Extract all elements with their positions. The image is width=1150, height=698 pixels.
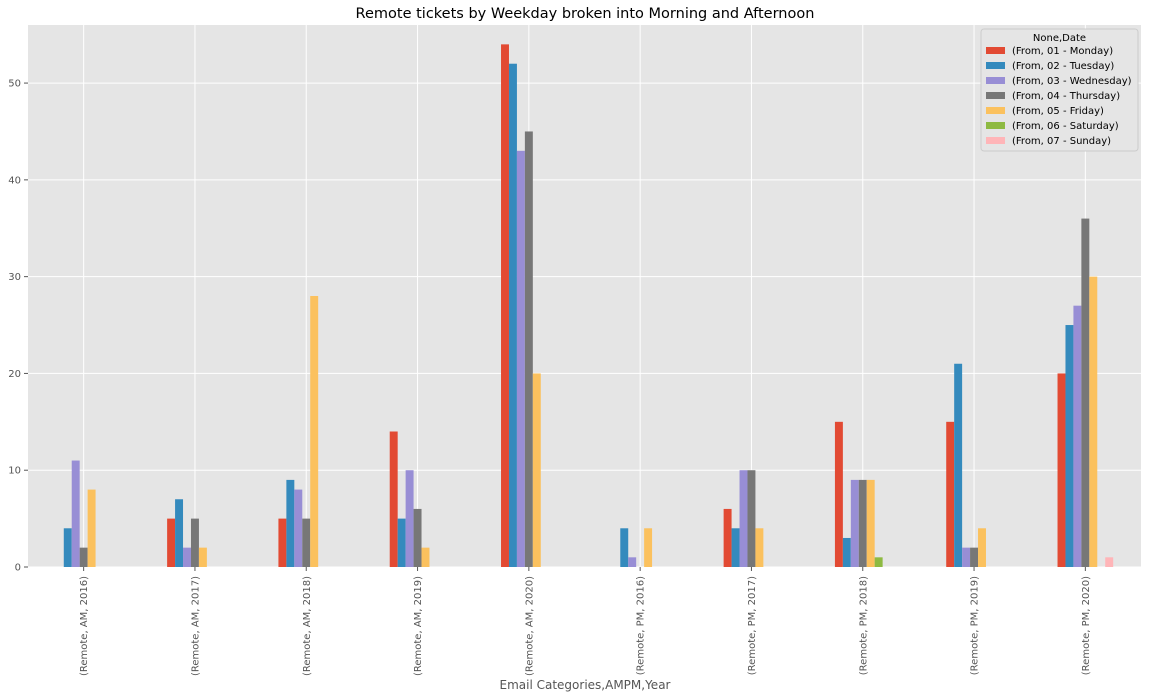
bar — [405, 470, 414, 567]
bar — [294, 489, 303, 567]
x-tick-label: (Remote, PM, 2017) — [747, 576, 758, 675]
legend-swatch — [986, 122, 1005, 129]
bar — [834, 421, 843, 567]
x-tick-label: (Remote, AM, 2019) — [413, 576, 424, 676]
bar — [397, 518, 406, 567]
bar — [1073, 305, 1082, 567]
x-tick-label: (Remote, PM, 2020) — [1081, 576, 1092, 675]
bar — [63, 528, 72, 567]
plot-area: 0 10 20 30 40 50 (Remote, AM, 2016) (Remote, AM… — [8, 25, 1141, 676]
legend-label: (From, 07 - Sunday) — [1012, 136, 1111, 147]
chart-title: Remote tickets by Weekday broken into Mo… — [356, 6, 815, 22]
bar — [183, 547, 191, 567]
y-tick-label: 30 — [8, 272, 21, 283]
bar — [516, 150, 525, 568]
bar — [962, 547, 971, 567]
bar — [421, 547, 430, 567]
bar — [620, 528, 629, 567]
legend-swatch — [986, 47, 1005, 54]
bar — [302, 518, 311, 567]
bar — [866, 479, 875, 567]
x-tick-label: (Remote, AM, 2016) — [79, 576, 90, 676]
x-tick-label: (Remote, AM, 2017) — [190, 576, 201, 676]
legend-label: (From, 02 - Tuesday) — [1012, 61, 1114, 72]
y-tick-label: 20 — [8, 369, 21, 380]
legend-frame — [980, 28, 1139, 152]
x-tick-label: (Remote, PM, 2016) — [636, 576, 647, 675]
x-tick-label: (Remote, PM, 2019) — [970, 576, 981, 675]
bar — [978, 528, 986, 567]
y-tick-label: 10 — [8, 466, 21, 477]
bar — [198, 547, 207, 567]
bar — [628, 557, 637, 567]
legend: None,Date (From, 01 - Monday) (From, 02 - … — [980, 28, 1139, 152]
bar — [842, 537, 851, 567]
bar — [508, 63, 517, 567]
x-tick-label: (Remote, PM, 2018) — [858, 576, 869, 675]
bar — [413, 508, 422, 567]
bar — [167, 518, 176, 567]
bar — [946, 421, 955, 567]
y-tick-label: 40 — [8, 175, 21, 186]
legend-title: None,Date — [1033, 33, 1086, 44]
legend-label: (From, 04 - Thursday) — [1012, 91, 1120, 102]
bar — [644, 528, 653, 567]
bar — [739, 470, 748, 567]
bar — [79, 547, 88, 567]
bar — [1105, 557, 1114, 567]
legend-swatch — [986, 107, 1005, 114]
bar — [1089, 276, 1098, 567]
bar — [747, 470, 756, 567]
legend-swatch — [986, 62, 1005, 69]
bar — [1065, 325, 1074, 567]
x-tick-label: (Remote, AM, 2018) — [302, 576, 313, 676]
legend-swatch — [986, 77, 1005, 84]
bar — [524, 131, 533, 567]
legend-swatch — [986, 92, 1005, 99]
bar — [532, 373, 541, 567]
bar — [1057, 373, 1066, 567]
bar — [850, 479, 859, 567]
x-tick-label: (Remote, AM, 2020) — [524, 576, 535, 676]
y-tick-label: 0 — [15, 563, 21, 574]
y-tick-label: 50 — [8, 79, 21, 90]
x-axis-label: Email Categories,AMPM,Year — [500, 678, 671, 692]
bar — [501, 44, 509, 568]
legend-swatch — [986, 137, 1005, 144]
legend-label: (From, 06 - Saturday) — [1012, 121, 1119, 132]
bar — [389, 431, 398, 567]
bar — [970, 547, 979, 567]
bar — [858, 479, 867, 567]
bar — [278, 518, 287, 567]
legend-label: (From, 05 - Friday) — [1012, 106, 1104, 117]
bar — [1081, 218, 1090, 568]
bar — [190, 518, 199, 567]
bar — [731, 528, 740, 567]
bar — [286, 479, 295, 567]
bar — [723, 508, 732, 567]
bar — [874, 557, 883, 567]
legend-label: (From, 01 - Monday) — [1012, 46, 1113, 57]
bar — [954, 363, 963, 567]
bar — [87, 489, 96, 567]
bar — [175, 499, 184, 567]
bar — [755, 528, 764, 567]
bar — [71, 460, 80, 567]
legend-label: (From, 03 - Wednesday) — [1012, 76, 1132, 87]
bar — [310, 296, 319, 567]
